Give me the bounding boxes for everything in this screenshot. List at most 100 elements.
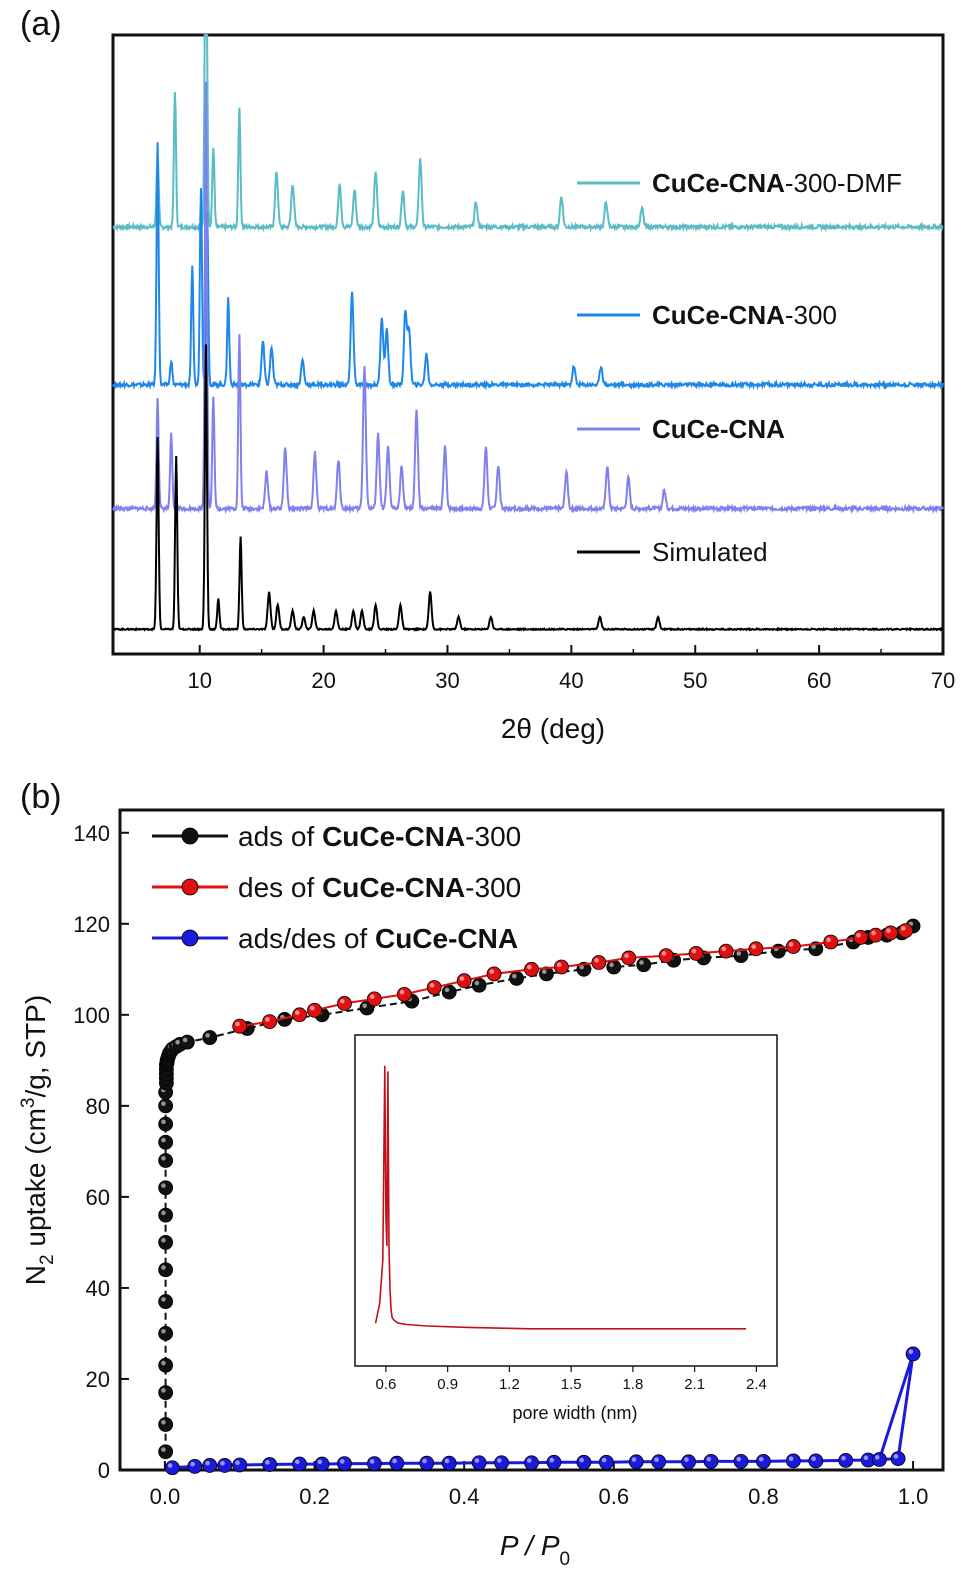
isotherm-point-highlight bbox=[811, 1456, 816, 1461]
isotherm-point-highlight bbox=[751, 944, 757, 949]
isotherm-point-highlight bbox=[161, 1119, 166, 1125]
isotherm-point-highlight bbox=[579, 964, 584, 970]
xrd-x-tick-label-70: 70 bbox=[931, 668, 955, 693]
isotherm-point-highlight bbox=[527, 1458, 532, 1463]
xrd-legend-bold: CuCe-CNA bbox=[652, 414, 785, 444]
isotherm-point-highlight bbox=[631, 1457, 637, 1462]
isotherm-x-tick-label: 0.0 bbox=[150, 1484, 181, 1509]
isotherm-legend-label-2: ads/des of CuCe-CNA bbox=[238, 923, 518, 954]
panel-b: (b) 0 20 40 60 80 100 120 140 0.0 0.2 0.4 0.6 0.8 1.… bbox=[18, 778, 945, 1570]
isotherm-point bbox=[688, 945, 704, 961]
isotherm-y-tick-label: 0 bbox=[98, 1458, 110, 1483]
isotherm-point bbox=[651, 1454, 667, 1470]
xrd-trace-1 bbox=[112, 142, 944, 391]
isotherm-point-highlight bbox=[874, 1455, 880, 1460]
isotherm-point-highlight bbox=[601, 1457, 607, 1463]
isotherm-point-highlight bbox=[541, 969, 547, 974]
isotherm-point-highlight bbox=[856, 932, 861, 938]
isotherm-point-highlight bbox=[721, 946, 727, 952]
isotherm-point bbox=[890, 1451, 906, 1467]
isotherm-point-highlight bbox=[161, 1155, 166, 1161]
isotherm-point bbox=[718, 943, 734, 959]
isotherm-legend-bold: CuCe-CNA bbox=[322, 872, 465, 903]
xrd-legend: CuCe-CNA-300-DMFCuCe-CNA-300CuCe-CNASimu… bbox=[577, 168, 902, 567]
isotherm-point-highlight bbox=[161, 1447, 166, 1452]
isotherm-point-highlight bbox=[161, 1101, 166, 1106]
isotherm-line-rise bbox=[896, 1353, 915, 1459]
xrd-legend-item-1: CuCe-CNA-300 bbox=[577, 300, 837, 330]
isotherm-point bbox=[389, 1455, 405, 1471]
panel-a-label: (a) bbox=[20, 5, 62, 43]
isotherm-legend-prefix: des of bbox=[238, 872, 322, 903]
isotherm-point-highlight bbox=[310, 1005, 315, 1011]
isotherm-point-highlight bbox=[362, 1003, 368, 1009]
isotherm-point bbox=[628, 1454, 644, 1470]
isotherm-point bbox=[292, 1456, 307, 1472]
isotherm-point-highlight bbox=[474, 1458, 480, 1463]
isotherm-point bbox=[158, 1294, 174, 1309]
inset-pore-distribution: 0.6 0.9 1.2 1.5 1.8 2.1 2.4 bbox=[374, 1065, 767, 1393]
inset-frame bbox=[354, 1034, 778, 1367]
isotherm-line-closing bbox=[877, 1353, 915, 1460]
isotherm-point bbox=[658, 948, 674, 964]
xrd-trace-2 bbox=[112, 81, 944, 515]
isotherm-point bbox=[898, 923, 913, 939]
isotherm-point bbox=[426, 980, 442, 995]
xrd-legend-label-2: CuCe-CNA bbox=[652, 414, 785, 444]
isotherm-x-tick-label: 0.4 bbox=[449, 1484, 480, 1509]
isotherm-point bbox=[471, 977, 487, 993]
isotherm-point-highlight bbox=[706, 1456, 712, 1462]
xrd-legend-suffix: -300-DMF bbox=[785, 168, 902, 198]
isotherm-point bbox=[883, 925, 899, 941]
isotherm-point bbox=[509, 971, 524, 986]
isotherm-point-highlight bbox=[489, 969, 495, 974]
isotherm-legend-marker-1 bbox=[181, 878, 199, 896]
isotherm-point-highlight bbox=[444, 987, 450, 993]
isotherm-point-highlight bbox=[444, 1458, 450, 1464]
isotherm-point-highlight bbox=[161, 1297, 166, 1302]
isotherm-point bbox=[441, 1455, 457, 1471]
isotherm-y-tick-label: 40 bbox=[86, 1276, 110, 1301]
isotherm-point-highlight bbox=[871, 930, 876, 936]
isotherm-point bbox=[158, 1417, 174, 1432]
isotherm-point bbox=[179, 1034, 195, 1050]
isotherm-point bbox=[621, 950, 637, 966]
isotherm-x-tick-label: 1.0 bbox=[898, 1484, 929, 1509]
xrd-trace-3 bbox=[112, 344, 944, 632]
isotherm-point-highlight bbox=[339, 1459, 345, 1464]
inset-x-tick-label: 2.1 bbox=[684, 1376, 705, 1393]
isotherm-point bbox=[591, 955, 607, 970]
isotherm-point bbox=[158, 1262, 174, 1278]
isotherm-point bbox=[396, 986, 412, 1002]
isotherm-point-highlight bbox=[661, 951, 667, 956]
isotherm-point bbox=[606, 959, 622, 975]
isotherm-point-highlight bbox=[736, 1456, 742, 1462]
isotherm-point-highlight bbox=[161, 1183, 166, 1188]
isotherm-point-highlight bbox=[265, 1017, 270, 1022]
isotherm-x-tick-label: 0.2 bbox=[299, 1484, 330, 1509]
isotherm-point-highlight bbox=[220, 1460, 225, 1466]
isotherm-point-highlight bbox=[758, 1456, 764, 1462]
xrd-legend-bold: CuCe-CNA bbox=[652, 300, 785, 330]
isotherm-legend-label-0: ads of CuCe-CNA-300 bbox=[238, 821, 521, 852]
inset-x-tick-label: 1.5 bbox=[561, 1376, 582, 1393]
isotherm-point bbox=[494, 1455, 509, 1471]
xrd-x-tick-label-30: 30 bbox=[435, 668, 459, 693]
isotherm-point-highlight bbox=[235, 1460, 240, 1466]
xrd-x-axis-label: 2θ (deg) bbox=[501, 713, 605, 744]
isotherm-point bbox=[366, 1456, 382, 1472]
xrd-legend-bold: CuCe-CNA bbox=[652, 168, 785, 198]
isotherm-point bbox=[785, 1453, 801, 1469]
isotherm-y-tick-label: 100 bbox=[73, 1003, 110, 1028]
isotherm-series-2 bbox=[164, 1346, 921, 1476]
isotherm-point-highlight bbox=[624, 953, 629, 959]
isotherm-point bbox=[158, 1153, 174, 1168]
isotherm-series bbox=[158, 918, 921, 1476]
isotherm-point bbox=[217, 1458, 233, 1473]
isotherm-point bbox=[756, 1453, 771, 1469]
isotherm-point-highlight bbox=[579, 1457, 584, 1463]
isotherm-point bbox=[853, 930, 869, 945]
isotherm-x-axis-label: P / P0 bbox=[500, 1530, 570, 1570]
